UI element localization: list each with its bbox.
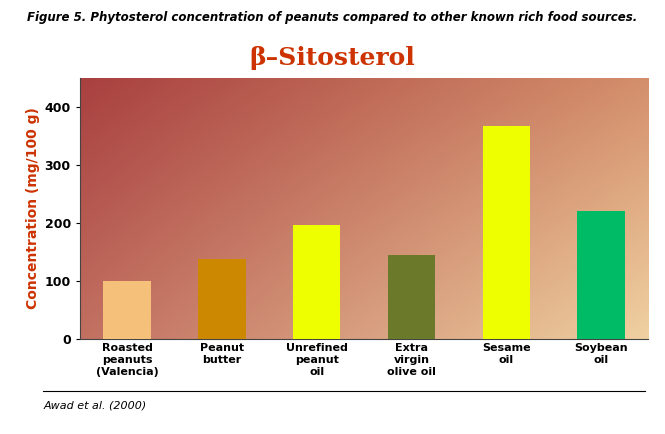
Y-axis label: Concentration (mg/100 g): Concentration (mg/100 g) [27, 107, 41, 309]
Bar [483, 125, 530, 339]
Bar [388, 255, 435, 339]
Text: β–Sitosterol: β–Sitosterol [249, 46, 416, 69]
Bar [104, 281, 151, 339]
Text: Awad et al. (2000): Awad et al. (2000) [43, 400, 146, 410]
Text: Figure 5. Phytosterol concentration of peanuts compared to other known rich food: Figure 5. Phytosterol concentration of p… [27, 11, 638, 24]
Bar [293, 224, 340, 339]
Bar [577, 211, 624, 339]
Bar [198, 259, 245, 339]
